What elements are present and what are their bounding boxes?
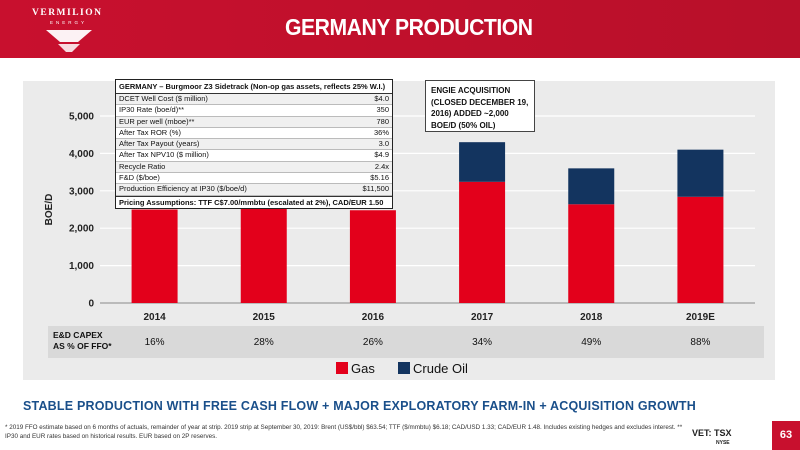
capex-value: 26% [362, 337, 383, 348]
row-label: EUR per well (mboe)** [119, 116, 195, 126]
table-heading: GERMANY – Burgmoor Z3 Sidetrack (Non-op … [116, 80, 392, 94]
logo-subtext: ENERGY [50, 20, 88, 25]
x-tick-label: 2017 [471, 312, 494, 323]
capex-value: 34% [472, 337, 493, 348]
logo-wordmark: VERMILION [32, 8, 103, 18]
x-tick-label: 2015 [253, 312, 276, 323]
table-row: F&D ($/boe) $5.16 [116, 173, 392, 185]
bar-crude-oil [459, 142, 506, 182]
page-title: GERMANY PRODUCTION [285, 14, 533, 40]
x-tick-label: 2016 [362, 312, 385, 323]
bar-crude-oil [568, 168, 615, 205]
row-value: 350 [376, 105, 389, 115]
capex-value: 16% [144, 337, 165, 348]
table-row: Recycle Ratio 2.4x [116, 161, 392, 174]
capex-value: 88% [690, 337, 711, 348]
tsx-ticker: VET: TSX [692, 428, 732, 438]
bar-gas [240, 204, 287, 303]
legend-label: Crude Oil [413, 361, 468, 376]
page-number: 63 [779, 429, 793, 441]
table-row: After Tax ROR (%) 36% [116, 127, 392, 140]
x-tick-label: 2019E [686, 312, 715, 323]
capex-label-line1: E&D CAPEX [53, 330, 103, 340]
pricing-assumptions: Pricing Assumptions: TTF C$7.00/mmbtu (e… [116, 195, 392, 208]
y-tick-label: 3,000 [69, 186, 94, 197]
table-row: EUR per well (mboe)** 780 [116, 116, 392, 128]
bar-crude-oil [677, 149, 724, 197]
row-label: After Tax Payout (years) [119, 139, 200, 149]
row-label: Production Efficiency at IP30 ($/boe/d) [119, 184, 247, 194]
row-value: 2.4x [374, 161, 389, 171]
row-value: 780 [376, 116, 389, 126]
bar-gas [349, 210, 396, 303]
page-number-box: 63 [772, 421, 800, 450]
bar-gas [459, 181, 506, 303]
table-row: After Tax Payout (years) 3.0 [116, 139, 392, 151]
row-value: 3.0 [378, 139, 389, 149]
table-row: Production Efficiency at IP30 ($/boe/d) $… [116, 184, 392, 196]
y-tick-label: 0 [88, 299, 94, 310]
bar-gas [677, 196, 724, 303]
table-row: IP30 Rate (boe/d)** 350 [116, 105, 392, 117]
row-label: After Tax ROR (%) [119, 127, 181, 137]
table-row: After Tax NPV10 ($ million) $4.9 [116, 150, 392, 162]
vermilion-emblem-icon [46, 30, 92, 52]
acquisition-callout: ENGIE ACQUISITION (CLOSED DECEMBER 19, 2… [425, 80, 535, 132]
summary-headline: STABLE PRODUCTION WITH FREE CASH FLOW + … [23, 399, 696, 413]
legend-swatch [398, 362, 410, 374]
y-axis-label: BOE/D [44, 194, 55, 226]
capex-label-line2: AS % OF FFO* [53, 341, 112, 351]
row-value: $5.16 [370, 173, 389, 183]
vermilion-logo: VERMILION ENERGY [6, 0, 132, 58]
bar-gas [568, 204, 615, 303]
table-row: DCET Well Cost ($ million) $4.0 [116, 94, 392, 106]
row-value: $11,500 [362, 184, 389, 194]
x-tick-label: 2014 [143, 312, 166, 323]
nyse-ticker: NYSE [716, 440, 730, 446]
x-tick-label: 2018 [580, 312, 603, 323]
row-value: $4.0 [374, 94, 389, 103]
row-value: 36% [373, 127, 389, 137]
row-label: DCET Well Cost ($ million) [119, 94, 208, 103]
row-label: F&D ($/boe) [119, 173, 160, 183]
row-label: Recycle Ratio [119, 161, 166, 171]
well-economics-table: GERMANY – Burgmoor Z3 Sidetrack (Non-op … [115, 79, 393, 209]
row-label: After Tax NPV10 ($ million) [119, 150, 209, 160]
row-value: $4.9 [374, 150, 389, 160]
y-tick-label: 5,000 [69, 112, 94, 123]
legend-swatch [336, 362, 348, 374]
capex-value: 28% [253, 337, 274, 348]
capex-label: E&D CAPEX AS % OF FFO* [53, 330, 112, 352]
footnote: * 2019 FFO estimate based on 6 months of… [5, 424, 683, 440]
capex-strip [48, 326, 764, 358]
title-banner: VERMILION ENERGY GERMANY PRODUCTION [0, 0, 800, 58]
bar-gas [131, 209, 178, 303]
y-tick-label: 4,000 [69, 149, 94, 160]
legend-label: Gas [351, 361, 375, 376]
capex-value: 49% [581, 337, 602, 348]
y-tick-label: 2,000 [69, 224, 94, 235]
y-tick-label: 1,000 [69, 261, 94, 272]
row-label: IP30 Rate (boe/d)** [119, 105, 185, 115]
